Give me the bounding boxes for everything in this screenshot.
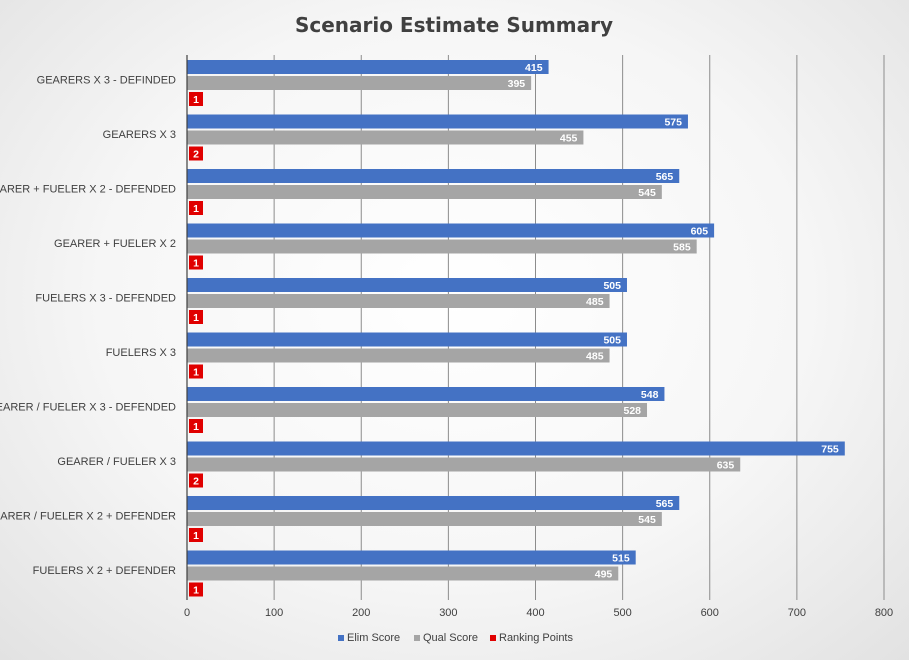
data-label: 395: [508, 78, 526, 90]
bar-qual-score: [187, 294, 610, 308]
tick-label: 300: [439, 607, 457, 619]
data-label: 545: [638, 187, 656, 199]
data-label: 2: [193, 149, 199, 161]
bar-ranking-points: [189, 201, 203, 215]
bar-elim-score: [187, 169, 680, 183]
tick-label: 100: [265, 607, 283, 619]
bar-qual-score: [187, 76, 532, 90]
bar-ranking-points: [189, 146, 203, 161]
value-axis-tick-labels: 0 100 200 300 400 500 600 700 800: [184, 607, 893, 619]
bar-series-group: 4153951575455256554516055851505485150548…: [187, 60, 845, 597]
data-label: 565: [656, 498, 674, 510]
data-label: 1: [193, 312, 199, 324]
category-label: GEARERS X 3: [103, 129, 176, 141]
data-label: 575: [664, 117, 682, 129]
bar-ranking-points: [189, 310, 203, 324]
bar-elim-score: [187, 387, 665, 401]
data-label: 1: [193, 585, 199, 597]
data-label: 505: [603, 335, 621, 347]
bar-elim-score: [187, 223, 715, 238]
category-label: GEARERS X 3 - DEFINDED: [37, 75, 176, 87]
data-label: 528: [623, 405, 641, 417]
data-label: 565: [656, 171, 674, 183]
data-label: 1: [193, 258, 199, 270]
category-label: GEARER / FUELER X 2 + DEFENDER: [0, 511, 176, 523]
tick-label: 600: [701, 607, 719, 619]
bar-qual-score: [187, 239, 697, 254]
data-label: 505: [603, 280, 621, 292]
data-label: 585: [673, 242, 691, 254]
legend: Elim Score Qual Score Ranking Points: [338, 632, 573, 644]
bar-elim-score: [187, 278, 627, 292]
bar-qual-score: [187, 348, 610, 363]
category-label: GEARER / FUELER X 3 - DEFENDED: [0, 402, 176, 414]
bar-elim-score: [187, 332, 627, 347]
legend-entry: Elim Score: [347, 632, 400, 644]
legend-swatch: [338, 635, 344, 641]
data-label: 605: [691, 226, 709, 238]
tick-label: 500: [613, 607, 631, 619]
data-label: 1: [193, 203, 199, 215]
tick-label: 400: [526, 607, 544, 619]
data-label: 515: [612, 553, 630, 565]
bar-ranking-points: [189, 419, 203, 433]
legend-swatch: [490, 635, 496, 641]
data-label: 1: [193, 94, 199, 106]
bar-ranking-points: [189, 255, 203, 270]
bar-elim-score: [187, 496, 680, 510]
bar-elim-score: [187, 114, 688, 129]
bar-qual-score: [187, 130, 584, 145]
bar-elim-score: [187, 550, 636, 565]
data-label: 635: [717, 460, 735, 472]
category-label: FUELERS X 3 - DEFENDED: [35, 293, 176, 305]
data-label: 485: [586, 351, 604, 363]
legend-swatch: [414, 635, 420, 641]
bar-ranking-points: [189, 528, 203, 542]
data-label: 2: [193, 476, 199, 488]
data-label: 485: [586, 296, 604, 308]
bar-qual-score: [187, 403, 648, 417]
data-label: 415: [525, 62, 543, 74]
category-labels: GEARERS X 3 - DEFINDED GEARERS X 3 GEARER …: [0, 75, 176, 578]
chart-title: Scenario Estimate Summary: [295, 13, 613, 37]
gridlines: [273, 55, 885, 600]
bar-ranking-points: [189, 364, 203, 379]
data-label: 1: [193, 367, 199, 379]
data-label: 545: [638, 514, 656, 526]
bar-ranking-points: [189, 582, 203, 597]
bar-qual-score: [187, 185, 662, 199]
category-label: GEARER + FUELER X 2: [54, 238, 176, 250]
bar-elim-score: [187, 60, 549, 74]
bar-ranking-points: [189, 473, 203, 488]
data-label: 1: [193, 530, 199, 542]
category-label: GEARER / FUELER X 3: [57, 456, 176, 468]
bar-qual-score: [187, 457, 741, 472]
bar-qual-score: [187, 512, 662, 526]
tick-label: 200: [352, 607, 370, 619]
data-label: 755: [821, 444, 839, 456]
bar-ranking-points: [189, 92, 203, 106]
tick-label: 700: [788, 607, 806, 619]
data-label: 455: [560, 133, 578, 145]
data-label: 495: [595, 569, 613, 581]
tick-label: 0: [184, 607, 190, 619]
category-label: GEARER + FUELER X 2 - DEFENDED: [0, 184, 176, 196]
legend-entry: Ranking Points: [499, 632, 573, 644]
bar-qual-score: [187, 566, 619, 581]
category-label: FUELERS X 3: [106, 347, 176, 359]
data-label: 1: [193, 421, 199, 433]
data-label: 548: [641, 389, 659, 401]
category-label: FUELERS X 2 + DEFENDER: [33, 565, 176, 577]
bar-elim-score: [187, 441, 845, 456]
tick-label: 800: [875, 607, 893, 619]
legend-entry: Qual Score: [423, 632, 478, 644]
